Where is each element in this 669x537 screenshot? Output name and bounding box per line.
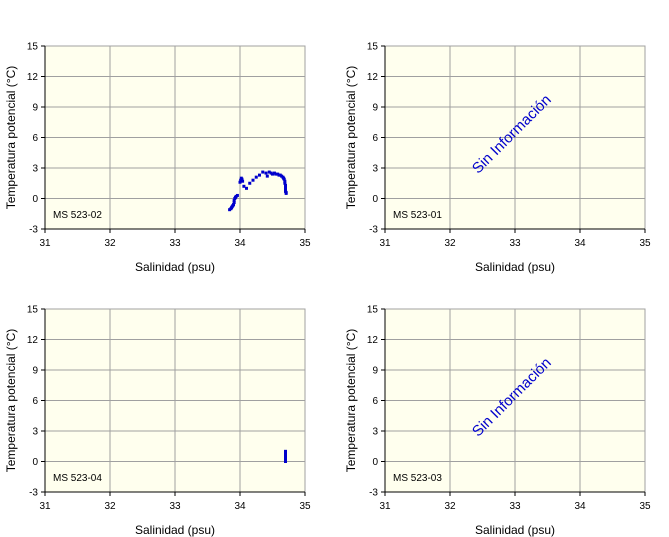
data-point xyxy=(284,455,287,459)
data-point xyxy=(232,201,236,205)
data-point xyxy=(232,199,236,203)
x-axis-title: Salinidad (psu) xyxy=(135,260,215,274)
x-tick-label: 35 xyxy=(639,501,651,512)
y-tick-label: 0 xyxy=(372,457,378,468)
data-point xyxy=(284,449,287,453)
y-axis-title: Temperatura potencial (°C) xyxy=(4,329,18,473)
data-point xyxy=(261,170,265,174)
y-tick-label: 3 xyxy=(32,164,38,175)
y-axis-title: Temperatura potencial (°C) xyxy=(344,66,358,210)
data-point xyxy=(282,177,286,181)
y-tick-label: 3 xyxy=(372,164,378,175)
x-tick-label: 31 xyxy=(39,501,51,512)
y-tick-label: 15 xyxy=(27,42,39,53)
data-point xyxy=(284,452,287,456)
y-tick-label: 6 xyxy=(372,396,378,407)
data-point xyxy=(264,171,268,175)
y-tick-label: 9 xyxy=(372,103,378,114)
data-point xyxy=(238,180,242,184)
data-point xyxy=(241,179,245,183)
x-tick-label: 33 xyxy=(169,238,181,249)
station-label: MS 523-01 xyxy=(393,210,442,221)
y-tick-label: 9 xyxy=(32,366,38,377)
data-point xyxy=(267,170,271,174)
x-tick-label: 32 xyxy=(104,238,116,249)
y-tick-label: 12 xyxy=(367,335,379,346)
x-tick-label: 32 xyxy=(104,501,116,512)
x-axis-title: Salinidad (psu) xyxy=(475,260,555,274)
y-tick-label: 3 xyxy=(32,427,38,438)
x-tick-label: 35 xyxy=(299,238,311,249)
y-tick-label: 12 xyxy=(27,72,39,83)
data-point xyxy=(274,172,278,176)
data-point xyxy=(251,178,255,182)
x-tick-label: 35 xyxy=(299,501,311,512)
data-point xyxy=(248,181,252,185)
x-tick-label: 34 xyxy=(574,238,586,249)
y-tick-label: 15 xyxy=(367,42,379,53)
y-tick-label: 15 xyxy=(27,305,39,316)
data-point xyxy=(265,174,269,178)
y-tick-label: 6 xyxy=(32,133,38,144)
data-point xyxy=(232,203,235,207)
x-tick-label: 33 xyxy=(509,238,521,249)
data-point xyxy=(284,187,287,191)
x-tick-label: 34 xyxy=(234,501,246,512)
data-point xyxy=(284,191,288,195)
data-point xyxy=(254,175,258,179)
x-tick-label: 31 xyxy=(379,501,391,512)
data-point xyxy=(283,179,287,183)
x-tick-label: 32 xyxy=(444,238,456,249)
x-tick-label: 33 xyxy=(509,501,521,512)
y-tick-label: -3 xyxy=(369,225,378,236)
data-point xyxy=(235,193,239,197)
y-tick-label: 9 xyxy=(372,366,378,377)
y-axis-title: Temperatura potencial (°C) xyxy=(4,66,18,210)
chart-panel-1: 31 32 33 34 35 -3 0 3 6 9 12 15 Salinidad (psu) Tempe… xyxy=(4,42,311,275)
y-tick-label: -3 xyxy=(29,488,38,499)
station-label: MS 523-03 xyxy=(393,473,442,484)
station-label: MS 523-04 xyxy=(53,473,102,484)
x-tick-label: 35 xyxy=(639,238,651,249)
x-tick-label: 34 xyxy=(234,238,246,249)
y-tick-label: -3 xyxy=(369,488,378,499)
y-tick-label: 0 xyxy=(372,194,378,205)
x-tick-label: 31 xyxy=(379,238,391,249)
chart-panel-3: 31 32 33 34 35 -3 0 3 6 9 12 15 Salinidad (psu) Tempe… xyxy=(4,305,311,537)
data-point xyxy=(283,181,287,185)
x-tick-label: 33 xyxy=(169,501,181,512)
data-point xyxy=(284,183,287,187)
y-tick-label: 6 xyxy=(32,396,38,407)
y-tick-label: 6 xyxy=(372,133,378,144)
data-point xyxy=(284,185,287,189)
data-point xyxy=(284,460,287,463)
data-point xyxy=(284,456,287,460)
x-tick-label: 31 xyxy=(39,238,51,249)
chart-panel-4: 31 32 33 34 35 -3 0 3 6 9 12 15 Salinidad (psu) Tempe… xyxy=(344,305,651,537)
data-point xyxy=(271,172,274,176)
y-tick-label: 0 xyxy=(32,194,38,205)
y-tick-label: 3 xyxy=(372,427,378,438)
x-axis-title: Salinidad (psu) xyxy=(475,523,555,537)
data-point xyxy=(258,173,261,177)
y-tick-label: 12 xyxy=(367,72,379,83)
station-label: MS 523-02 xyxy=(53,210,102,221)
data-point xyxy=(245,186,248,190)
x-tick-label: 34 xyxy=(574,501,586,512)
y-tick-label: 0 xyxy=(32,457,38,468)
data-point xyxy=(284,458,287,462)
x-tick-label: 32 xyxy=(444,501,456,512)
y-axis-title: Temperatura potencial (°C) xyxy=(344,329,358,473)
y-tick-label: 15 xyxy=(367,305,379,316)
y-tick-label: 9 xyxy=(32,103,38,114)
data-point xyxy=(284,453,287,457)
x-axis-title: Salinidad (psu) xyxy=(135,523,215,537)
y-tick-label: -3 xyxy=(29,225,38,236)
chart-panel-2: 31 32 33 34 35 -3 0 3 6 9 12 15 Salinidad (psu) Tempe… xyxy=(344,42,651,275)
data-point xyxy=(240,177,244,181)
y-tick-label: 12 xyxy=(27,335,39,346)
data-point xyxy=(242,184,246,188)
